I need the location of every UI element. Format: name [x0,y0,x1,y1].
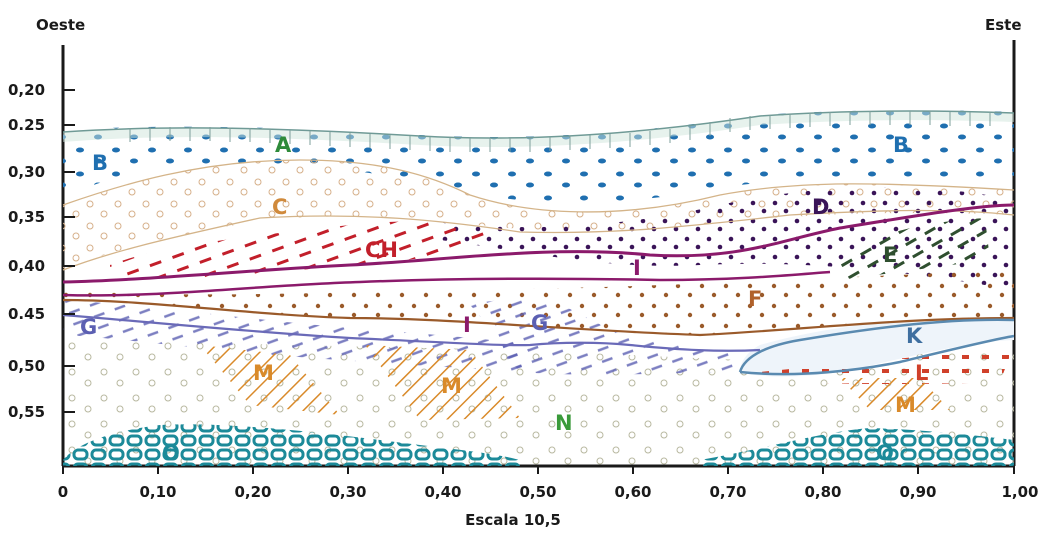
depth-tick-label: 0,40 [8,257,45,275]
x-tick-label: 0,60 [614,483,651,501]
depth-tick-label: 0.45 [8,305,45,323]
c-upper-boundary [62,159,1015,213]
layer-m-left-zone [200,345,340,415]
layer-m-right-zone [840,378,950,410]
depth-tick-label: 0,20 [8,81,45,99]
layer-o-left-zone [63,424,520,466]
x-tick-label: 0,90 [899,483,936,501]
depth-tick-label: 0,35 [8,208,45,226]
layer-m-mid-zone [365,345,520,420]
layer-b-right-label: B [893,133,909,157]
depth-axis-ticks [63,89,75,413]
west-label: Oeste [36,16,85,34]
layer-e-label: E [883,243,897,267]
x-tick-label: 0 [58,483,68,501]
depth-tick-label: 0,30 [8,163,45,181]
x-tick-label: 0,70 [709,483,746,501]
depth-tick-label: 0.25 [8,116,45,134]
f-lower-boundary [62,298,1015,337]
i-upper-boundary [62,203,1015,284]
g-boundary [62,313,761,352]
c-lower-boundary [62,209,1015,271]
layer-ch-label: CH [365,238,398,262]
x-tick-label: 1,00 [1001,483,1038,501]
layer-o-right-zone [700,428,1014,466]
k-boundary [738,318,1015,376]
layer-g-mid-zone [470,299,740,375]
layer-a-label: A [275,133,292,157]
x-tick-label: 0,30 [329,483,366,501]
layer-k-label: K [906,324,923,348]
layer-ch-zone [110,221,490,279]
layer-i-lower-label: I [463,313,471,337]
layer-m-mid-label: M [441,374,462,398]
ground-surface-line [62,110,1015,139]
horizontal-axis-ticks [62,466,1015,474]
layer-k-zone [740,318,1014,377]
depth-tick-label: 0,55 [8,403,45,421]
layer-d-label: D [812,195,829,219]
layer-b-left-label: B [92,151,108,175]
layer-m-right-label: M [895,393,916,417]
surface-hatching [129,111,991,152]
layer-o-right-label: O [876,441,894,465]
layer-i-upper-label: I [633,256,641,280]
layer-g-left-label: G [80,315,97,339]
layer-n-label: N [555,411,573,435]
scale-caption: Escala 10,5 [465,511,561,529]
layer-a-zone [63,111,1014,148]
layer-f-label: F [748,287,762,311]
layer-l-label: L [915,361,928,385]
layer-e-zone [830,218,990,280]
x-tick-label: 0,20 [234,483,271,501]
x-tick-label: 0,80 [804,483,841,501]
depth-axis-labels: 0,20 0.25 0,30 0,35 0,40 0.45 0,50 0,55 [8,81,45,421]
x-tick-label: 0,10 [139,483,176,501]
x-tick-label: 0,40 [424,483,461,501]
layer-c-label: C [272,195,287,219]
x-tick-label: 0,50 [519,483,556,501]
layers-fill [63,110,1014,466]
layer-labels: A B B C CH D E F G G I I K L M M M N O O [80,133,928,465]
layer-g-mid-label: G [531,311,548,335]
boundaries [62,110,1015,376]
depth-tick-label: 0,50 [8,357,45,375]
horizontal-axis-labels: 0 0,10 0,20 0,30 0,40 0,50 0,60 0,70 0,8… [58,483,1039,529]
east-label: Este [985,16,1022,34]
i-lower-boundary [62,270,831,297]
layer-o-left-label: O [162,441,180,465]
layer-m-left-label: M [253,361,274,385]
